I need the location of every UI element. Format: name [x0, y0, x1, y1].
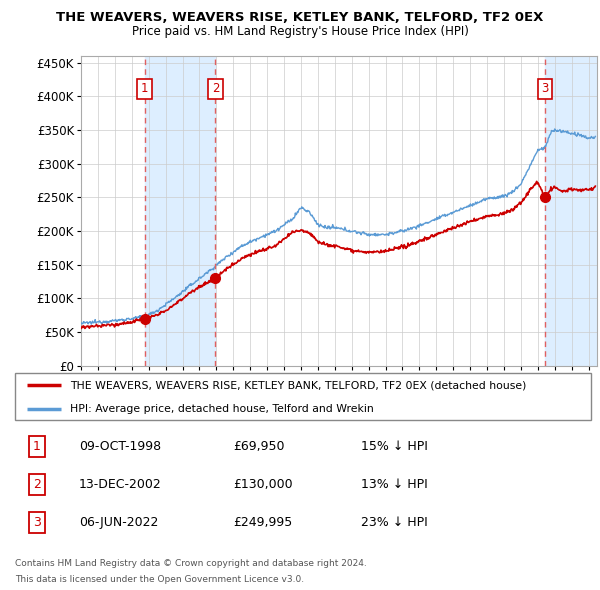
Text: 1: 1 — [33, 440, 41, 453]
Text: 23% ↓ HPI: 23% ↓ HPI — [361, 516, 428, 529]
Text: Price paid vs. HM Land Registry's House Price Index (HPI): Price paid vs. HM Land Registry's House … — [131, 25, 469, 38]
Text: Contains HM Land Registry data © Crown copyright and database right 2024.: Contains HM Land Registry data © Crown c… — [15, 559, 367, 568]
Text: £249,995: £249,995 — [233, 516, 292, 529]
Text: 15% ↓ HPI: 15% ↓ HPI — [361, 440, 428, 453]
Text: 3: 3 — [541, 82, 549, 95]
Text: This data is licensed under the Open Government Licence v3.0.: This data is licensed under the Open Gov… — [15, 575, 304, 584]
Text: 13% ↓ HPI: 13% ↓ HPI — [361, 478, 428, 491]
Text: 3: 3 — [33, 516, 41, 529]
Text: 2: 2 — [33, 478, 41, 491]
FancyBboxPatch shape — [15, 373, 591, 420]
Bar — [545, 56, 597, 366]
Text: THE WEAVERS, WEAVERS RISE, KETLEY BANK, TELFORD, TF2 0EX: THE WEAVERS, WEAVERS RISE, KETLEY BANK, … — [56, 11, 544, 24]
Text: 2: 2 — [212, 82, 219, 95]
Text: 1: 1 — [141, 82, 149, 95]
Text: £130,000: £130,000 — [233, 478, 293, 491]
Text: 06-JUN-2022: 06-JUN-2022 — [79, 516, 158, 529]
Text: THE WEAVERS, WEAVERS RISE, KETLEY BANK, TELFORD, TF2 0EX (detached house): THE WEAVERS, WEAVERS RISE, KETLEY BANK, … — [70, 380, 527, 390]
Text: 13-DEC-2002: 13-DEC-2002 — [79, 478, 161, 491]
Text: £69,950: £69,950 — [233, 440, 284, 453]
Text: HPI: Average price, detached house, Telford and Wrekin: HPI: Average price, detached house, Telf… — [70, 404, 374, 414]
Bar — [145, 56, 215, 366]
Text: 09-OCT-1998: 09-OCT-1998 — [79, 440, 161, 453]
